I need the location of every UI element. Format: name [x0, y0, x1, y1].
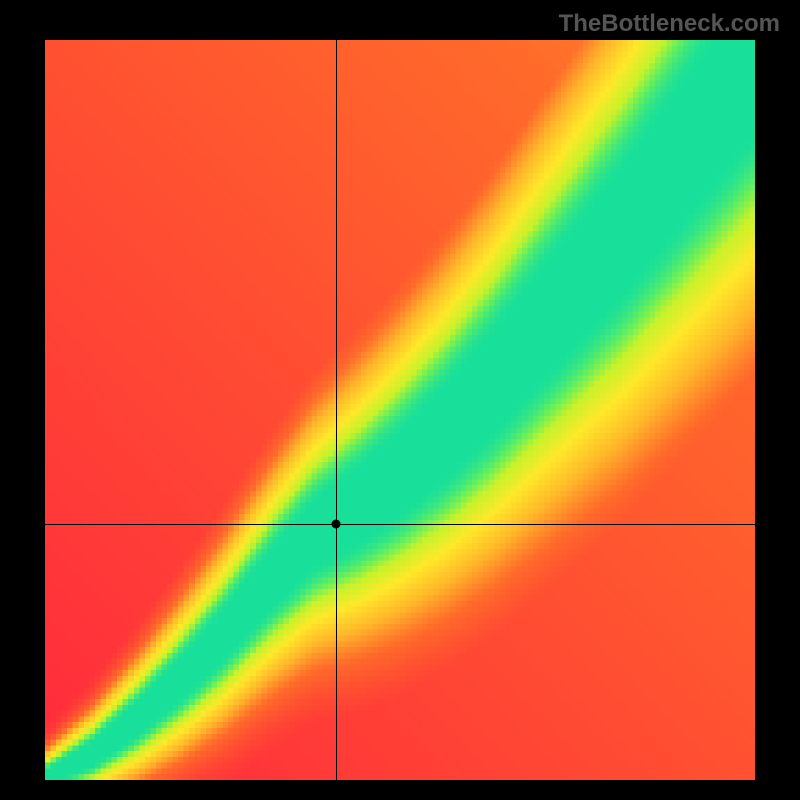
marker-dot	[331, 519, 340, 528]
watermark-text: TheBottleneck.com	[559, 10, 780, 38]
crosshair-vertical	[336, 40, 337, 780]
crosshair-horizontal	[45, 524, 755, 525]
heatmap-canvas	[45, 40, 755, 780]
heatmap-inner	[45, 40, 755, 780]
heatmap-plot	[45, 40, 755, 780]
